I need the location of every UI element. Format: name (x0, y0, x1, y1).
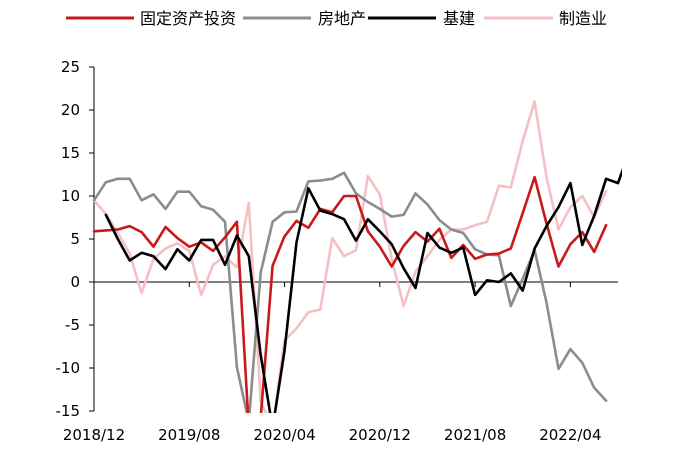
x-tick-label: 2021/08 (444, 426, 506, 444)
y-tick-label: 0 (70, 273, 80, 291)
x-tick-label: 2020/12 (349, 426, 411, 444)
legend: 固定资产投资 房地产 基建 制造业 (66, 9, 607, 28)
legend-label: 基建 (443, 9, 475, 28)
series-line-1 (92, 171, 608, 413)
x-tick-label: 2022/04 (539, 426, 601, 444)
y-tick-label: 25 (61, 58, 80, 76)
y-tick-label: 15 (61, 144, 80, 162)
y-tick-label: -5 (65, 316, 80, 334)
y-tick-label: -10 (56, 359, 81, 377)
x-tick-label: 2018/12 (63, 426, 125, 444)
y-tick-label: 20 (61, 101, 80, 119)
y-tick-label: -15 (56, 402, 81, 420)
legend-label: 房地产 (318, 9, 366, 28)
series-group (92, 100, 622, 413)
x-tick-label: 2019/08 (158, 426, 220, 444)
series-line-0 (92, 175, 608, 413)
series-line-2 (104, 167, 622, 413)
x-tick-label: 2020/04 (253, 426, 315, 444)
legend-label: 制造业 (559, 9, 607, 28)
legend-label: 固定资产投资 (140, 9, 236, 28)
y-tick-label: 10 (61, 187, 80, 205)
series-line-3 (92, 100, 608, 413)
y-tick-label: 5 (70, 230, 80, 248)
